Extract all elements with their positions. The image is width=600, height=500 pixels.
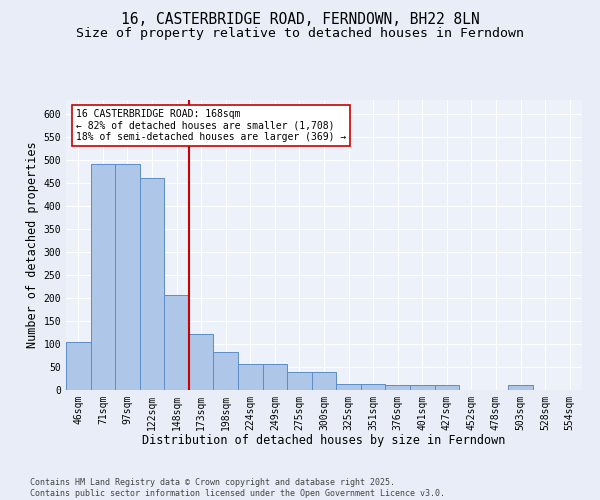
Bar (238, 364, 263, 390)
Y-axis label: Number of detached properties: Number of detached properties (26, 142, 40, 348)
Bar (115, 164, 140, 390)
Text: Contains HM Land Registry data © Crown copyright and database right 2025.
Contai: Contains HM Land Registry data © Crown c… (30, 478, 445, 498)
Bar (263, 364, 287, 390)
Bar (361, 384, 385, 390)
Bar (410, 386, 434, 390)
Bar (508, 385, 533, 390)
Bar (336, 384, 361, 390)
Bar (434, 386, 459, 390)
X-axis label: Distribution of detached houses by size in Ferndown: Distribution of detached houses by size … (142, 434, 506, 448)
Bar (287, 372, 312, 390)
Bar (385, 386, 410, 390)
Text: 16, CASTERBRIDGE ROAD, FERNDOWN, BH22 8LN: 16, CASTERBRIDGE ROAD, FERNDOWN, BH22 8L… (121, 12, 479, 28)
Bar (91, 164, 115, 390)
Bar (66, 342, 91, 390)
Bar (140, 178, 164, 390)
Bar (164, 294, 189, 390)
Text: Size of property relative to detached houses in Ferndown: Size of property relative to detached ho… (76, 28, 524, 40)
Bar (189, 334, 214, 390)
Bar (214, 352, 238, 390)
Bar (312, 372, 336, 390)
Text: 16 CASTERBRIDGE ROAD: 168sqm
← 82% of detached houses are smaller (1,708)
18% of: 16 CASTERBRIDGE ROAD: 168sqm ← 82% of de… (76, 108, 347, 142)
